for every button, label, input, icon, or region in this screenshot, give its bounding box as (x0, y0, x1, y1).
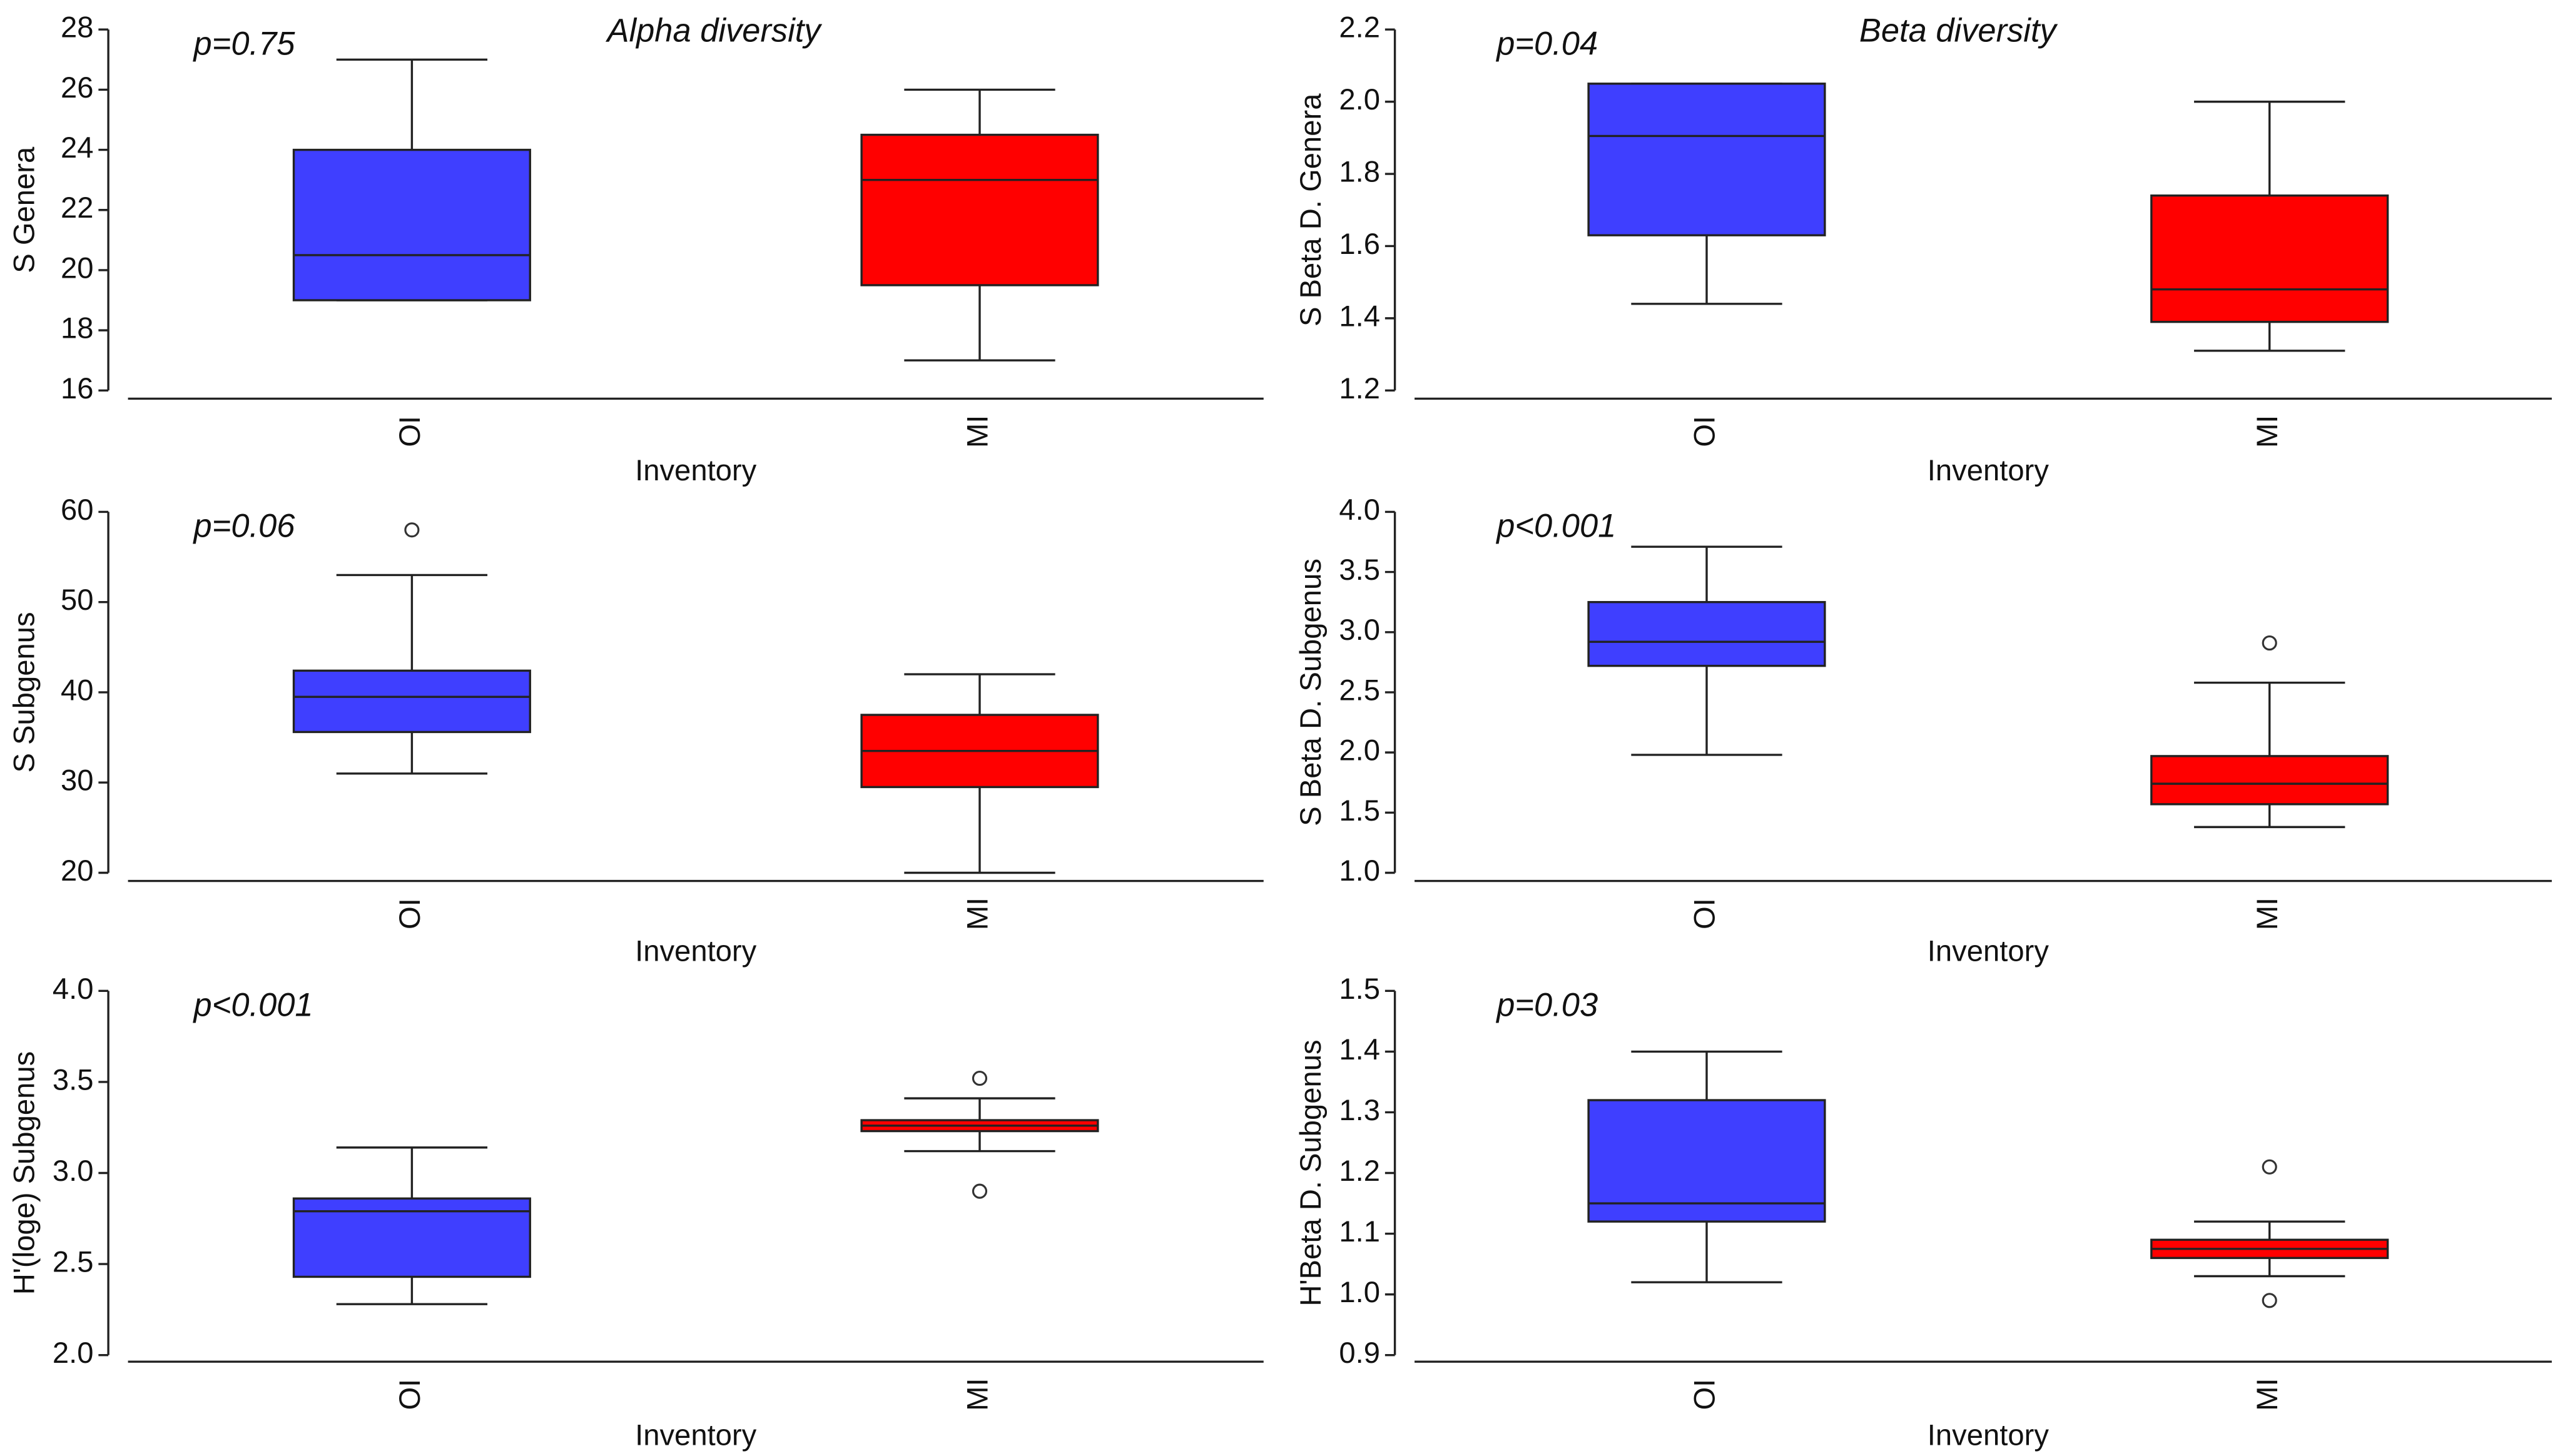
y-tick-label: 22 (61, 191, 94, 225)
box (1587, 1099, 1826, 1223)
panel: 1.0 1.5 2.0 2.5 3.0 3.5 4.0 S Beta D. Subgenus I… (1294, 493, 2552, 968)
y-tick-label: 2.2 (1339, 11, 1380, 44)
y-tick-label: 2.0 (53, 1337, 94, 1370)
outlier (2262, 1159, 2277, 1175)
x-tick-label: OI (1688, 898, 1721, 929)
box (860, 133, 1099, 286)
y-tick-label: 1.1 (1339, 1215, 1380, 1248)
y-tick-label: 3.0 (1339, 614, 1380, 647)
y-tick-label: 40 (61, 674, 94, 707)
y-tick-label: 1.5 (1339, 794, 1380, 827)
p-value: p=0.75 (193, 26, 296, 62)
x-tick-label: MI (2251, 897, 2284, 930)
p-value: p<0.001 (1495, 508, 1616, 544)
y-tick-label: 4.0 (53, 973, 94, 1006)
y-tick-label: 4.0 (1339, 493, 1380, 527)
panel: 1.2 1.4 1.6 1.8 2.0 2.2 S Beta D. Genera Invent… (1294, 11, 2552, 487)
y-axis-label: S Beta D. Genera (1294, 93, 1328, 326)
y-tick-label: 3.5 (53, 1063, 94, 1096)
p-value: p=0.04 (1495, 26, 1598, 62)
y-tick-label: 28 (61, 11, 94, 44)
x-tick-label: MI (2251, 1378, 2284, 1410)
x-tick-label: OI (1688, 416, 1721, 447)
x-axis-label: Inventory (635, 1418, 757, 1452)
panel: 0.9 1.0 1.1 1.2 1.3 1.4 1.5 H'Beta D. Subgenus I… (1294, 973, 2552, 1452)
y-tick-label: 24 (61, 131, 94, 164)
y-tick-label: 3.5 (1339, 554, 1380, 587)
y-tick-label: 1.6 (1339, 228, 1380, 261)
chart-title: Alpha diversity (605, 13, 822, 49)
panel: 20 30 40 50 60 S Subgenus Inventory p=0.06 OI MI (8, 493, 1264, 968)
x-tick-label: MI (961, 415, 994, 448)
outlier (972, 1071, 988, 1086)
p-value: p=0.03 (1495, 987, 1598, 1023)
y-tick-label: 20 (61, 251, 94, 285)
box (1587, 600, 1826, 667)
y-tick-label: 1.8 (1339, 156, 1380, 189)
y-tick-label: 1.4 (1339, 1033, 1380, 1066)
y-tick-label: 1.2 (1339, 372, 1380, 405)
box (2150, 755, 2389, 806)
box (2150, 194, 2389, 323)
p-value: p<0.001 (193, 987, 313, 1023)
x-tick-label: OI (394, 1379, 427, 1410)
box (292, 669, 531, 734)
panel: 16 18 20 22 24 26 28 S Genera Inventory Alpha div… (8, 11, 1264, 487)
x-axis-label: Inventory (1928, 934, 2050, 968)
y-axis-label: H'Beta D. Subgenus (1294, 1039, 1328, 1306)
y-tick-label: 2.0 (1339, 734, 1380, 767)
y-tick-label: 26 (61, 71, 94, 104)
panel: 2.0 2.5 3.0 3.5 4.0 H'(loge) Subgenus Inventor… (8, 973, 1264, 1452)
x-tick-label: OI (1688, 1379, 1721, 1410)
y-axis-label: S Subgenus (8, 612, 41, 772)
y-tick-label: 1.5 (1339, 973, 1380, 1006)
y-tick-label: 0.9 (1339, 1337, 1380, 1370)
y-tick-label: 1.3 (1339, 1094, 1380, 1127)
x-axis-label: Inventory (635, 934, 757, 968)
y-tick-label: 50 (61, 584, 94, 617)
y-tick-label: 1.2 (1339, 1155, 1380, 1188)
y-tick-label: 1.0 (1339, 1276, 1380, 1309)
box (292, 148, 531, 301)
y-tick-label: 3.0 (53, 1155, 94, 1188)
y-tick-label: 30 (61, 764, 94, 797)
y-tick-label: 18 (61, 312, 94, 345)
outlier (404, 522, 420, 538)
x-axis-label: Inventory (1928, 454, 2050, 487)
y-tick-label: 2.5 (53, 1246, 94, 1279)
y-axis-label: S Genera (8, 146, 41, 273)
outlier (2262, 1293, 2277, 1308)
x-axis-label: Inventory (1928, 1418, 2050, 1452)
y-tick-label: 60 (61, 493, 94, 527)
outlier (972, 1183, 988, 1199)
box (1587, 83, 1826, 236)
x-tick-label: OI (394, 416, 427, 447)
y-tick-label: 1.0 (1339, 854, 1380, 887)
x-tick-label: MI (961, 897, 994, 930)
x-tick-label: OI (394, 898, 427, 929)
y-tick-label: 2.0 (1339, 83, 1380, 116)
y-tick-label: 1.4 (1339, 300, 1380, 333)
outlier (2262, 635, 2277, 651)
y-tick-label: 20 (61, 854, 94, 887)
y-tick-label: 16 (61, 372, 94, 405)
x-tick-label: MI (961, 1378, 994, 1410)
y-axis-label: H'(loge) Subgenus (8, 1051, 41, 1295)
p-value: p=0.06 (193, 508, 296, 544)
chart-title: Beta diversity (1859, 13, 2058, 49)
y-tick-label: 2.5 (1339, 674, 1380, 707)
y-axis-label: S Beta D. Subgenus (1294, 559, 1328, 826)
x-axis-label: Inventory (635, 454, 757, 487)
x-tick-label: MI (2251, 415, 2284, 448)
